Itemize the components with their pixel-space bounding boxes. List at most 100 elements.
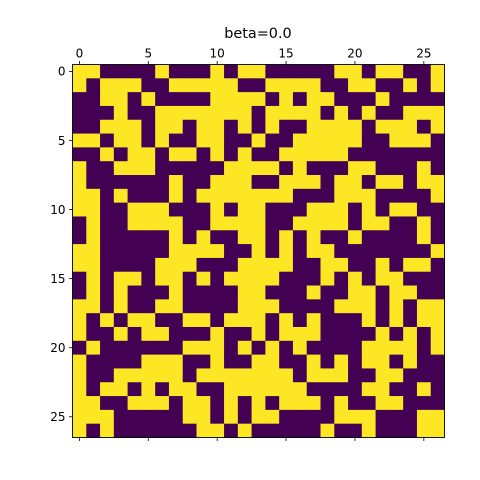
heatmap-cell bbox=[375, 285, 390, 300]
heatmap-cell bbox=[224, 202, 239, 217]
heatmap-cell bbox=[389, 423, 404, 438]
heatmap-cell bbox=[306, 133, 321, 148]
heatmap-cell bbox=[265, 313, 280, 328]
heatmap-cell bbox=[430, 382, 445, 397]
heatmap-cell bbox=[168, 409, 184, 425]
plot-frame bbox=[72, 64, 445, 438]
heatmap-cell bbox=[182, 382, 197, 397]
heatmap-cell bbox=[306, 340, 321, 356]
heatmap-cell bbox=[168, 147, 184, 162]
heatmap-cell bbox=[403, 382, 418, 397]
heatmap-cell bbox=[127, 175, 142, 190]
heatmap-cell bbox=[100, 257, 115, 273]
heatmap-cell bbox=[265, 147, 280, 162]
heatmap-cell bbox=[375, 216, 390, 231]
heatmap-cell bbox=[168, 230, 184, 245]
heatmap-cell bbox=[320, 216, 335, 231]
heatmap-cell bbox=[403, 313, 418, 328]
heatmap-cell bbox=[196, 230, 211, 245]
heatmap-cell bbox=[224, 92, 239, 107]
heatmap-cell bbox=[389, 313, 404, 328]
heatmap-cell bbox=[224, 313, 239, 328]
heatmap-cell bbox=[416, 64, 432, 79]
heatmap-cell bbox=[196, 105, 211, 121]
heatmap-cell bbox=[155, 299, 170, 314]
heatmap-cell bbox=[155, 119, 170, 134]
heatmap-cell bbox=[168, 340, 184, 356]
heatmap-cell bbox=[320, 133, 335, 148]
heatmap-cell bbox=[292, 147, 308, 162]
heatmap-cell bbox=[127, 188, 142, 204]
heatmap-cell bbox=[251, 188, 266, 204]
heatmap-cell bbox=[100, 202, 115, 217]
heatmap-cell bbox=[361, 202, 377, 217]
heatmap-cell bbox=[168, 271, 184, 286]
heatmap-cell bbox=[403, 119, 418, 134]
heatmap-cell bbox=[196, 382, 211, 397]
heatmap-cell bbox=[403, 105, 418, 121]
heatmap-cell bbox=[265, 161, 280, 176]
heatmap-cell bbox=[127, 313, 142, 328]
heatmap-cell bbox=[389, 257, 404, 273]
heatmap-cell bbox=[416, 313, 432, 328]
heatmap-cell bbox=[127, 133, 142, 148]
heatmap-cell bbox=[251, 368, 266, 383]
heatmap-cell bbox=[320, 271, 335, 286]
heatmap-cell bbox=[348, 257, 363, 273]
heatmap-cell bbox=[86, 396, 101, 411]
heatmap-cell bbox=[251, 161, 266, 176]
heatmap-cell bbox=[375, 326, 390, 342]
heatmap-cell bbox=[416, 161, 432, 176]
heatmap-cell bbox=[306, 230, 321, 245]
heatmap-cell bbox=[224, 299, 239, 314]
heatmap-cell bbox=[100, 230, 115, 245]
heatmap-cell bbox=[416, 92, 432, 107]
heatmap-cell bbox=[86, 105, 101, 121]
heatmap-cell bbox=[292, 423, 308, 438]
heatmap-cell bbox=[237, 161, 253, 176]
heatmap-cell bbox=[127, 161, 142, 176]
heatmap-cell bbox=[251, 340, 266, 356]
heatmap-cell bbox=[389, 230, 404, 245]
heatmap-cell bbox=[127, 257, 142, 273]
heatmap-cell bbox=[155, 216, 170, 231]
heatmap-cell bbox=[279, 64, 294, 79]
heatmap-cell bbox=[237, 92, 253, 107]
heatmap-cell bbox=[127, 202, 142, 217]
heatmap-cell bbox=[237, 175, 253, 190]
heatmap-cell bbox=[72, 285, 87, 300]
heatmap-cell bbox=[86, 244, 101, 259]
heatmap-cell bbox=[168, 64, 184, 79]
heatmap-cell bbox=[210, 175, 225, 190]
heatmap-cell bbox=[100, 354, 115, 369]
heatmap-cell bbox=[72, 326, 87, 342]
heatmap-cell bbox=[348, 105, 363, 121]
heatmap-cell bbox=[86, 271, 101, 286]
heatmap-cell bbox=[196, 326, 211, 342]
heatmap-cell bbox=[265, 216, 280, 231]
heatmap-cell bbox=[265, 119, 280, 134]
heatmap-cell bbox=[430, 105, 445, 121]
heatmap-cell bbox=[361, 133, 377, 148]
heatmap-cell bbox=[251, 285, 266, 300]
heatmap-cell bbox=[320, 188, 335, 204]
heatmap-cell bbox=[100, 78, 115, 93]
heatmap-cell bbox=[237, 340, 253, 356]
heatmap-cell bbox=[182, 299, 197, 314]
heatmap-cell bbox=[182, 188, 197, 204]
heatmap-cell bbox=[320, 423, 335, 438]
heatmap-cell bbox=[224, 105, 239, 121]
heatmap-cell bbox=[279, 119, 294, 134]
heatmap-cell bbox=[375, 147, 390, 162]
heatmap-cell bbox=[306, 285, 321, 300]
heatmap-cell bbox=[292, 175, 308, 190]
heatmap-cell bbox=[416, 133, 432, 148]
heatmap-cell bbox=[224, 285, 239, 300]
heatmap-cell bbox=[375, 354, 390, 369]
heatmap-cell bbox=[196, 368, 211, 383]
heatmap-cell bbox=[72, 409, 87, 425]
heatmap-cell bbox=[86, 92, 101, 107]
heatmap-cell bbox=[292, 382, 308, 397]
heatmap-cell bbox=[361, 161, 377, 176]
heatmap-cell bbox=[416, 202, 432, 217]
